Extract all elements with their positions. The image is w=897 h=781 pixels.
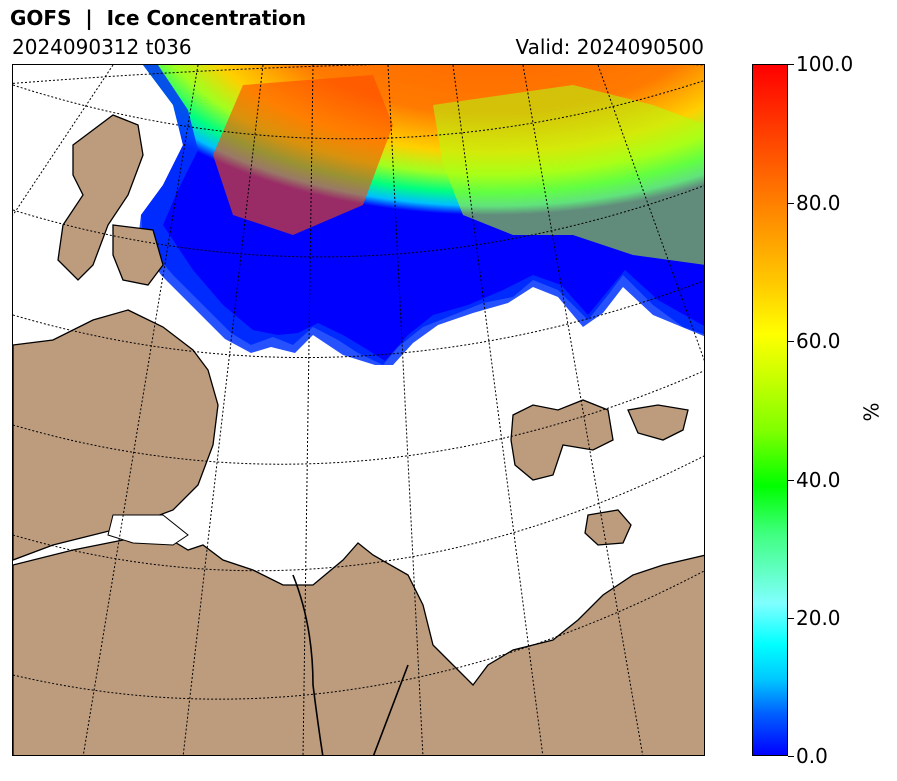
colorbar-tick (788, 64, 794, 65)
ice-concentration-map (13, 65, 704, 755)
colorbar-unit-label: % (859, 402, 884, 422)
land-east-island (627, 404, 689, 441)
land-scandinavia (13, 309, 219, 561)
river (372, 664, 409, 755)
colorbar-tick-label: 20.0 (796, 606, 841, 630)
graticule (13, 65, 704, 755)
colorbar-tick-label: 80.0 (796, 191, 841, 215)
land-svalbard (57, 114, 144, 281)
ice-interior-green-patch (433, 85, 704, 265)
white-sea (107, 514, 189, 546)
colorbar-tick (788, 756, 794, 757)
colorbar-tick (788, 341, 794, 342)
ice-interior-red-patch (213, 75, 393, 235)
map-title: GOFS | Ice Concentration (10, 6, 307, 30)
land-small-island (112, 224, 164, 286)
colorbar-tick-label: 60.0 (796, 329, 841, 353)
colorbar-tick (788, 618, 794, 619)
colorbar-tick-label: 0.0 (796, 744, 828, 768)
colorbar-tick (788, 480, 794, 481)
colorbar-tick-label: 100.0 (796, 52, 854, 76)
run-time-label: 2024090312 t036 (12, 35, 192, 59)
valid-time-label: Valid: 2024090500 (515, 35, 704, 59)
colorbar-tick (788, 203, 794, 204)
land-russia (13, 534, 704, 755)
river (292, 574, 324, 755)
colorbar-tick-label: 40.0 (796, 468, 841, 492)
land-franz-josef (510, 399, 614, 481)
land-severnaya (584, 509, 632, 546)
colorbar (752, 64, 788, 756)
map-panel (12, 64, 705, 756)
